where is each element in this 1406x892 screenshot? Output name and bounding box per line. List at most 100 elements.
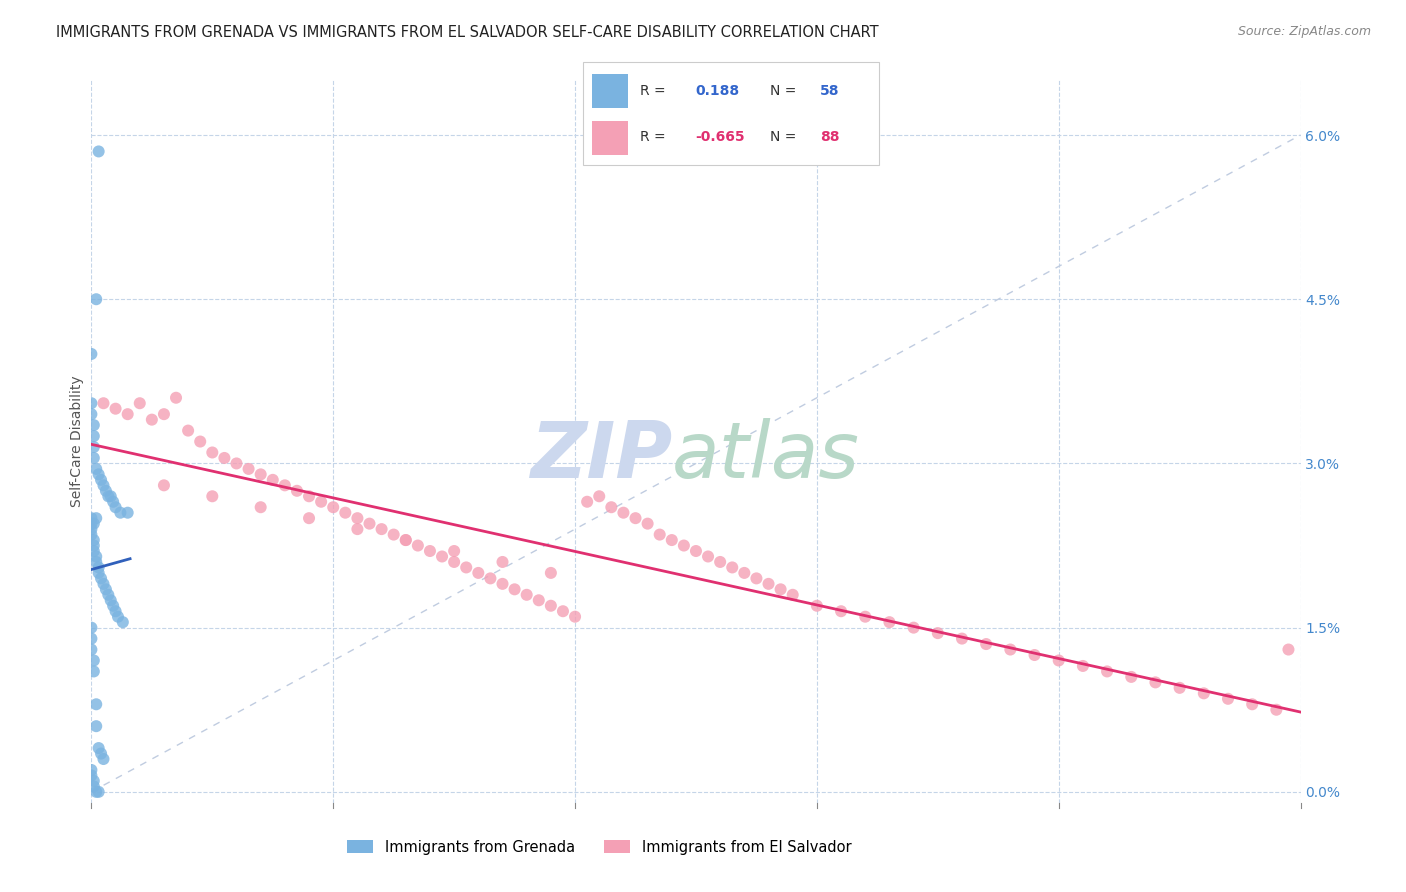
Point xyxy=(83,533,105,547)
Point xyxy=(721,560,744,574)
Point xyxy=(83,539,105,553)
Point xyxy=(974,637,997,651)
Point xyxy=(90,473,112,487)
Legend: Immigrants from Grenada, Immigrants from El Salvador: Immigrants from Grenada, Immigrants from… xyxy=(342,834,858,861)
Text: 88: 88 xyxy=(820,130,839,144)
Point xyxy=(110,506,132,520)
Point xyxy=(685,544,707,558)
Bar xyxy=(592,121,627,155)
Text: R =: R = xyxy=(640,130,669,144)
Point xyxy=(177,424,200,438)
Point xyxy=(80,347,103,361)
Point xyxy=(516,588,538,602)
Point xyxy=(84,719,107,733)
Point xyxy=(80,642,103,657)
Point xyxy=(1216,691,1239,706)
Point xyxy=(285,483,308,498)
FancyBboxPatch shape xyxy=(583,62,879,165)
Point xyxy=(83,653,105,667)
Point xyxy=(93,396,115,410)
Point xyxy=(443,555,465,569)
Point xyxy=(101,494,124,508)
Point xyxy=(225,457,247,471)
Point xyxy=(84,462,107,476)
Point xyxy=(83,440,105,454)
Point xyxy=(335,506,357,520)
Point xyxy=(903,621,925,635)
Point xyxy=(153,407,176,421)
Point xyxy=(503,582,526,597)
Point xyxy=(84,292,107,306)
Point xyxy=(214,450,236,465)
Point xyxy=(80,516,103,531)
Point xyxy=(430,549,453,564)
Point xyxy=(100,593,122,607)
Point xyxy=(80,396,103,410)
Point xyxy=(87,560,110,574)
Point xyxy=(238,462,260,476)
Point xyxy=(1095,665,1118,679)
Point xyxy=(80,407,103,421)
Point xyxy=(1071,659,1094,673)
Point xyxy=(87,145,110,159)
Point xyxy=(83,665,105,679)
Point xyxy=(370,522,392,536)
Point xyxy=(104,401,127,416)
Point xyxy=(84,549,107,564)
Point xyxy=(165,391,187,405)
Point xyxy=(456,560,478,574)
Point xyxy=(80,632,103,646)
Point xyxy=(733,566,755,580)
Point xyxy=(97,489,120,503)
Text: Source: ZipAtlas.com: Source: ZipAtlas.com xyxy=(1237,25,1371,38)
Point xyxy=(274,478,297,492)
Point xyxy=(83,418,105,433)
Point xyxy=(83,516,105,531)
Point xyxy=(107,609,129,624)
Point xyxy=(1047,653,1070,667)
Point xyxy=(624,511,647,525)
Point xyxy=(576,494,599,508)
Point xyxy=(1241,698,1264,712)
Point xyxy=(100,489,122,503)
Point xyxy=(101,599,124,613)
Point xyxy=(612,506,634,520)
Point xyxy=(84,785,107,799)
Point xyxy=(672,539,695,553)
Text: R =: R = xyxy=(640,84,669,97)
Point xyxy=(1277,642,1299,657)
Point xyxy=(80,522,103,536)
Point xyxy=(782,588,804,602)
Point xyxy=(117,407,139,421)
Point xyxy=(84,698,107,712)
Point xyxy=(1265,703,1288,717)
Point xyxy=(128,396,150,410)
Point xyxy=(94,483,117,498)
Point xyxy=(298,489,321,503)
Text: N =: N = xyxy=(769,130,800,144)
Point xyxy=(153,478,176,492)
Point xyxy=(1000,642,1022,657)
Point xyxy=(927,626,949,640)
Point xyxy=(262,473,284,487)
Point xyxy=(648,527,671,541)
Point xyxy=(346,522,368,536)
Point xyxy=(395,533,418,547)
Point xyxy=(395,533,418,547)
Point xyxy=(806,599,828,613)
Point xyxy=(830,604,852,618)
Point xyxy=(87,566,110,580)
Point xyxy=(540,599,562,613)
Y-axis label: Self-Care Disability: Self-Care Disability xyxy=(70,376,84,508)
Text: N =: N = xyxy=(769,84,800,97)
Point xyxy=(540,566,562,580)
Point xyxy=(141,412,163,426)
Point xyxy=(406,539,429,553)
Point xyxy=(201,489,224,503)
Point xyxy=(745,571,768,585)
Point xyxy=(1168,681,1191,695)
Point xyxy=(879,615,901,630)
Point xyxy=(83,544,105,558)
Point xyxy=(83,773,105,788)
Point xyxy=(600,500,623,515)
